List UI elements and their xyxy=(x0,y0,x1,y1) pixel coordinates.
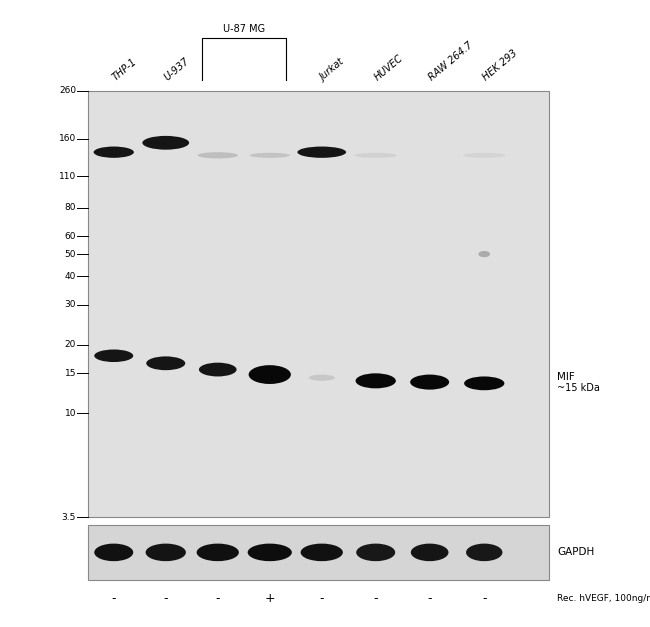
Text: 110: 110 xyxy=(58,172,76,181)
Text: U-937: U-937 xyxy=(162,56,192,83)
Ellipse shape xyxy=(356,373,396,388)
Ellipse shape xyxy=(466,544,502,561)
Text: MIF: MIF xyxy=(557,372,575,382)
Text: -: - xyxy=(482,593,486,605)
Text: 30: 30 xyxy=(64,300,76,309)
Text: 3.5: 3.5 xyxy=(62,513,76,522)
Text: 40: 40 xyxy=(65,271,76,281)
Ellipse shape xyxy=(94,147,134,158)
Ellipse shape xyxy=(146,544,186,561)
Ellipse shape xyxy=(410,374,449,389)
FancyBboxPatch shape xyxy=(88,91,549,517)
Text: 160: 160 xyxy=(58,134,76,144)
Text: THP-1: THP-1 xyxy=(111,57,139,83)
Text: HUVEC: HUVEC xyxy=(372,53,405,83)
Text: HEK 293: HEK 293 xyxy=(481,48,519,83)
Text: 15: 15 xyxy=(64,369,76,377)
Ellipse shape xyxy=(196,544,239,561)
Text: U-87 MG: U-87 MG xyxy=(223,24,265,34)
Ellipse shape xyxy=(355,153,396,158)
Ellipse shape xyxy=(142,136,189,150)
Text: -: - xyxy=(428,593,432,605)
Text: 260: 260 xyxy=(59,87,76,95)
Ellipse shape xyxy=(250,153,290,158)
Text: GAPDH: GAPDH xyxy=(557,547,594,557)
Text: -: - xyxy=(374,593,378,605)
Ellipse shape xyxy=(411,544,448,561)
Ellipse shape xyxy=(199,362,237,376)
Text: 10: 10 xyxy=(64,409,76,418)
Text: ~15 kDa: ~15 kDa xyxy=(557,382,600,393)
Ellipse shape xyxy=(94,349,133,362)
Ellipse shape xyxy=(248,365,291,384)
Text: -: - xyxy=(320,593,324,605)
Text: -: - xyxy=(164,593,168,605)
Ellipse shape xyxy=(463,153,506,158)
Text: 80: 80 xyxy=(64,203,76,212)
Text: +: + xyxy=(265,593,275,605)
Text: -: - xyxy=(216,593,220,605)
Ellipse shape xyxy=(248,544,292,561)
Text: 60: 60 xyxy=(64,231,76,241)
Ellipse shape xyxy=(94,544,133,561)
Ellipse shape xyxy=(298,147,346,158)
Text: Jurkat: Jurkat xyxy=(318,57,347,83)
Text: -: - xyxy=(112,593,116,605)
Text: 20: 20 xyxy=(65,340,76,349)
Ellipse shape xyxy=(198,152,238,159)
Ellipse shape xyxy=(146,356,185,370)
Ellipse shape xyxy=(356,544,395,561)
Ellipse shape xyxy=(464,376,504,390)
Text: 50: 50 xyxy=(64,250,76,258)
Text: Rec. hVEGF, 100ng/mL for 48hrs: Rec. hVEGF, 100ng/mL for 48hrs xyxy=(557,594,650,603)
FancyBboxPatch shape xyxy=(88,525,549,580)
Ellipse shape xyxy=(300,544,343,561)
Ellipse shape xyxy=(478,251,490,257)
Text: RAW 264.7: RAW 264.7 xyxy=(426,40,474,83)
Ellipse shape xyxy=(309,374,335,381)
